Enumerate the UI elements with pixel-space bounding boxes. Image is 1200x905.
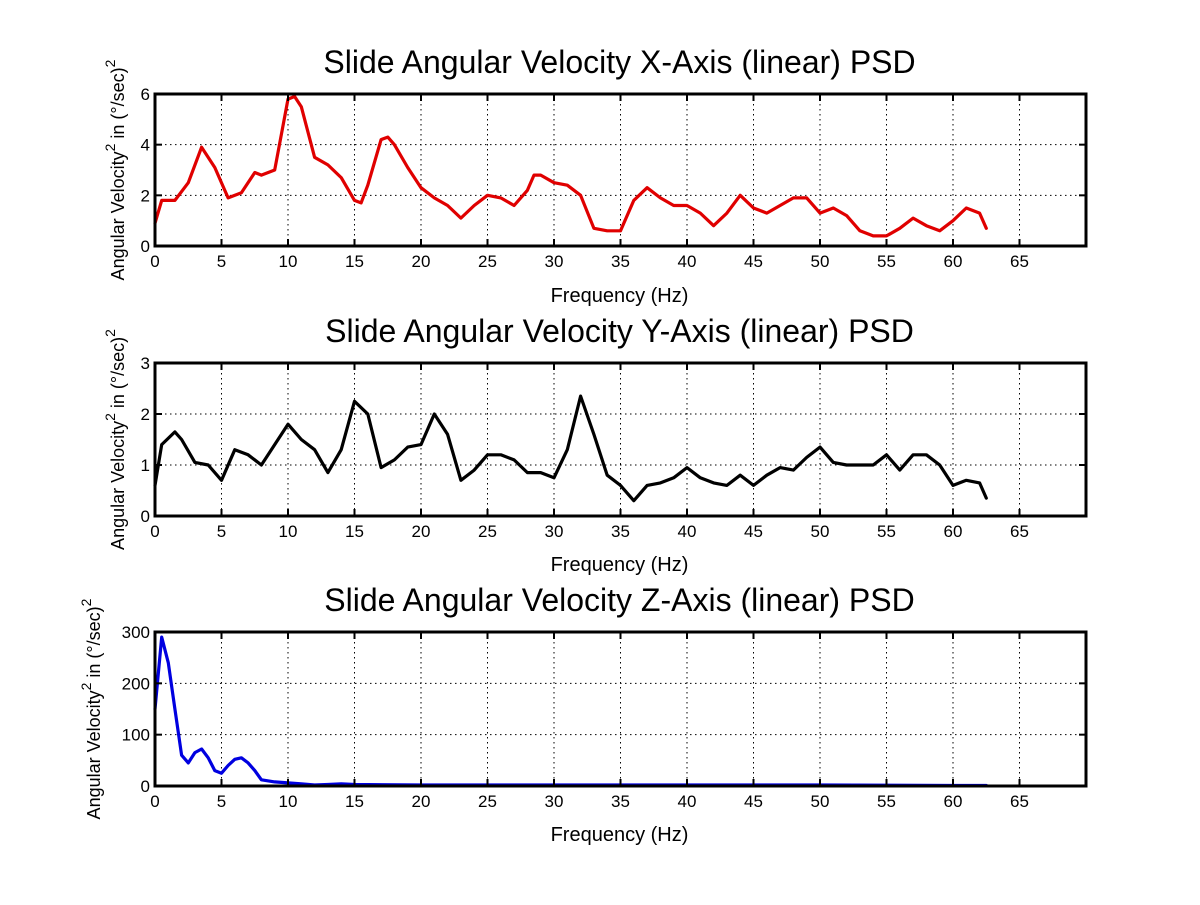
chart-panel-1: 0 5 10 15 20 25 30 35 40 45 50 55 60 65 0 2 4 6 Slide Angu… [102,44,1088,307]
y-axis-label-unit-exponent: 2 [102,59,118,67]
y-tick-label: 200 [122,674,150,693]
y-axis-label-main: Angular Velocity [84,690,104,819]
x-tick-label: 55 [877,252,896,271]
x-tick-label: 15 [345,252,364,271]
y-axis-label: Angular Velocity2 in (°/sec)2 [78,598,104,819]
x-tick-label: 65 [1010,522,1029,541]
y-axis-label-unit: in (°/sec) [84,606,104,682]
x-tick-label: 20 [412,252,431,271]
y-tick-label: 6 [141,85,150,104]
series-line [153,394,988,503]
y-axis-label-main: Angular Velocity [108,151,128,280]
x-tick-label: 10 [279,252,298,271]
x-tick-label: 5 [217,522,226,541]
y-tick-label: 100 [122,726,150,745]
chart-title: Slide Angular Velocity Y-Axis (linear) P… [325,313,914,349]
x-tick-label: 25 [478,792,497,811]
x-tick-label: 30 [545,792,564,811]
x-tick-label: 30 [545,522,564,541]
y-axis-label: Angular Velocity2 in (°/sec)2 [102,59,128,280]
x-tick-label: 15 [345,792,364,811]
y-tick-label: 2 [141,405,150,424]
y-tick-label: 300 [122,623,150,642]
x-tick-label: 65 [1010,252,1029,271]
y-axis-label-main: Angular Velocity [108,421,128,550]
x-tick-label: 0 [150,252,159,271]
y-axis-label: Angular Velocity2 in (°/sec)2 [102,329,128,550]
x-tick-label: 60 [944,252,963,271]
x-axis-label: Frequency (Hz) [551,285,689,307]
x-tick-label: 5 [217,792,226,811]
x-axis-label: Frequency (Hz) [551,554,689,576]
x-axis-label: Frequency (Hz) [551,824,689,846]
x-tick-label: 35 [611,792,630,811]
series-line [153,94,988,238]
x-tick-label: 65 [1010,792,1029,811]
axes-border [153,92,1088,248]
y-axis-label-unit: in (°/sec) [108,337,128,413]
y-tick-label: 0 [141,777,150,796]
x-tick-label: 50 [811,522,830,541]
x-tick-label: 55 [877,792,896,811]
x-tick-label: 40 [678,792,697,811]
x-tick-label: 0 [150,522,159,541]
x-tick-label: 50 [811,252,830,271]
x-tick-label: 35 [611,522,630,541]
y-axis-label-exponent: 2 [102,413,118,421]
y-tick-label: 1 [141,456,150,475]
x-tick-label: 20 [412,792,431,811]
y-tick-label: 0 [141,237,150,256]
y-axis-label-unit: in (°/sec) [108,67,128,143]
x-tick-label: 0 [150,792,159,811]
x-tick-label: 45 [744,252,763,271]
x-tick-label: 55 [877,522,896,541]
x-tick-label: 20 [412,522,431,541]
y-tick-label: 3 [141,354,150,373]
x-tick-label: 35 [611,252,630,271]
axes-border [153,361,1088,518]
x-tick-label: 50 [811,792,830,811]
chart-panel-3: 0 5 10 15 20 25 30 35 40 45 50 55 60 65 0 100 200 300 Slid… [78,582,1088,846]
x-tick-label: 45 [744,522,763,541]
y-tick-label: 2 [141,186,150,205]
x-tick-label: 60 [944,792,963,811]
x-tick-label: 5 [217,252,226,271]
x-tick-label: 25 [478,252,497,271]
x-tick-label: 10 [279,522,298,541]
y-axis-label-unit-exponent: 2 [78,598,94,606]
x-tick-label: 30 [545,252,564,271]
x-tick-label: 60 [944,522,963,541]
chart-title: Slide Angular Velocity X-Axis (linear) P… [323,44,915,80]
y-tick-label: 4 [141,136,150,155]
x-tick-label: 10 [279,792,298,811]
x-tick-label: 25 [478,522,497,541]
y-axis-label-exponent: 2 [78,682,94,690]
y-axis-label-unit-exponent: 2 [102,329,118,337]
y-axis-label-exponent: 2 [102,143,118,151]
y-tick-label: 0 [141,507,150,526]
x-tick-label: 15 [345,522,364,541]
chart-panel-2: 0 5 10 15 20 25 30 35 40 45 50 55 60 65 0 1 2 3 Slide Angu… [102,313,1088,576]
x-tick-label: 40 [678,252,697,271]
x-tick-label: 45 [744,792,763,811]
axes-border [153,630,1088,788]
x-tick-label: 40 [678,522,697,541]
chart-title: Slide Angular Velocity Z-Axis (linear) P… [324,582,914,618]
